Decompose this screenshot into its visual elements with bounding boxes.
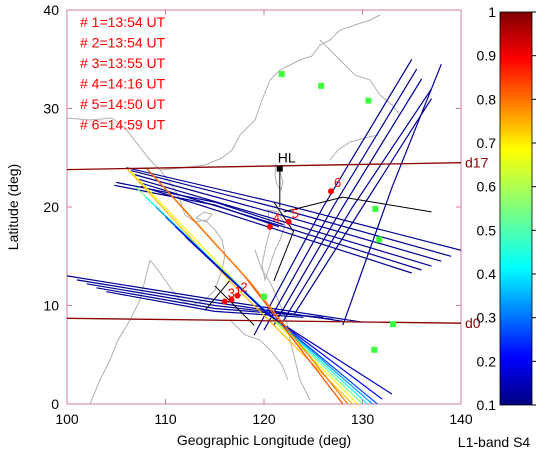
event-legend-entry-4: # 4=14:16 UT: [80, 76, 166, 92]
axes-layer: 100 110 120 130 140 0 10 20 30 40: [43, 2, 472, 427]
colorbar-tick-label-6: 0.7: [477, 135, 497, 151]
event-legend: # 1=13:54 UT # 2=13:54 UT # 3=13:55 UT # 4=…: [80, 14, 166, 133]
x-tick-label-140: 140: [449, 411, 473, 427]
series-line-13: [253, 58, 413, 336]
y-tick-label-40: 40: [43, 2, 59, 18]
colorbar-tick-label-2: 0.3: [477, 310, 497, 326]
event-marker-label-6: 6: [334, 175, 341, 190]
event-marker-label-1: 1: [234, 284, 241, 299]
station-layer: HL: [276, 150, 296, 172]
x-tick-label-110: 110: [154, 411, 177, 427]
colorbar-tick-label-8: 0.9: [477, 48, 497, 64]
x-tick-label-130: 130: [351, 411, 375, 427]
event-marker-4: [266, 223, 273, 230]
colorbar-tick-label-4: 0.5: [477, 222, 497, 238]
series-line-14: [263, 68, 418, 331]
event-legend-entry-5: # 5=14:50 UT: [80, 96, 166, 112]
colorbar-tick-label-9: 1: [488, 4, 496, 20]
black-trace-3: [283, 196, 432, 213]
reference-line-label-d0: d0: [465, 315, 481, 331]
ground-site-0: [278, 71, 285, 78]
event-legend-entry-3: # 3=13:55 UT: [80, 55, 166, 71]
y-tick-label-30: 30: [43, 101, 59, 117]
station-label: HL: [278, 150, 296, 166]
event-marker-5: [285, 218, 292, 225]
series-layer: [67, 58, 461, 404]
event-marker-label-5: 5: [292, 206, 299, 221]
series-line-22: [145, 196, 368, 404]
black-traces-layer: [204, 168, 432, 326]
series-line-15: [273, 78, 423, 326]
ground-sites-layer: [261, 71, 397, 353]
colorbar-tick-label-3: 0.4: [477, 266, 497, 282]
series-line-8: [67, 275, 363, 323]
series-line-5: [140, 185, 412, 274]
ground-site-3: [372, 205, 379, 212]
ground-site-4: [376, 236, 383, 243]
coastline-map: [67, 14, 401, 404]
black-trace-0: [214, 285, 255, 326]
colorbar-tick-label-1: 0.2: [477, 353, 497, 369]
event-markers-layer: 123 4 5 6: [221, 175, 341, 305]
black-trace-1: [204, 280, 230, 311]
ground-site-5: [390, 321, 397, 328]
ground-site-7: [261, 293, 267, 300]
y-tick-label-20: 20: [43, 199, 59, 215]
x-tick-label-100: 100: [55, 411, 79, 427]
colorbar-ticks: 0.1 0.2 0.3 0.4 0.5 0.6 0.7 0.8 0.9 1: [477, 4, 536, 413]
event-marker-label-3: 3: [228, 286, 235, 301]
event-marker-label-2: 2: [240, 280, 247, 295]
ground-site-6: [371, 346, 378, 353]
series-line-18: [342, 63, 442, 326]
ground-site-2: [365, 97, 372, 104]
colorbar-tick-label-5: 0.6: [477, 179, 497, 195]
reference-line-d17: [66, 162, 462, 171]
event-legend-entry-2: # 2=13:54 UT: [80, 35, 166, 51]
series-line-16: [283, 88, 432, 321]
colorbar-gradient: [499, 11, 533, 406]
event-marker-label-4: 4: [273, 211, 280, 226]
series-line-2: [133, 173, 442, 262]
series-line-6: [116, 181, 284, 226]
colorbar-tick-label-0: 0.1: [477, 397, 497, 413]
series-line-26: [184, 236, 393, 395]
event-legend-entry-1: # 1=13:54 UT: [80, 14, 166, 30]
series-line-1: [130, 170, 452, 257]
reference-line-d0: [66, 317, 462, 324]
x-axis-title: Geographic Longitude (deg): [177, 432, 351, 448]
y-tick-label-10: 10: [43, 298, 59, 314]
event-marker-2: [234, 292, 241, 299]
event-marker-1: [228, 296, 235, 303]
series-line-17: [292, 98, 433, 316]
colorbar-label: L1-band S4: [458, 434, 531, 450]
series-line-28: [150, 172, 349, 404]
event-marker-6: [327, 188, 334, 195]
y-tick-label-0: 0: [51, 396, 59, 412]
reference-line-label-d17: d17: [465, 155, 489, 171]
station-marker: [276, 165, 283, 172]
event-legend-entry-6: # 6=14:59 UT: [80, 117, 166, 133]
colorbar-tick-label-7: 0.8: [477, 91, 497, 107]
x-tick-label-120: 120: [252, 411, 276, 427]
black-trace-2: [273, 201, 295, 282]
y-axis-title: Latitude (deg): [5, 164, 21, 250]
ground-site-1: [318, 82, 325, 89]
event-marker-3: [221, 298, 228, 305]
series-line-3: [135, 177, 432, 267]
